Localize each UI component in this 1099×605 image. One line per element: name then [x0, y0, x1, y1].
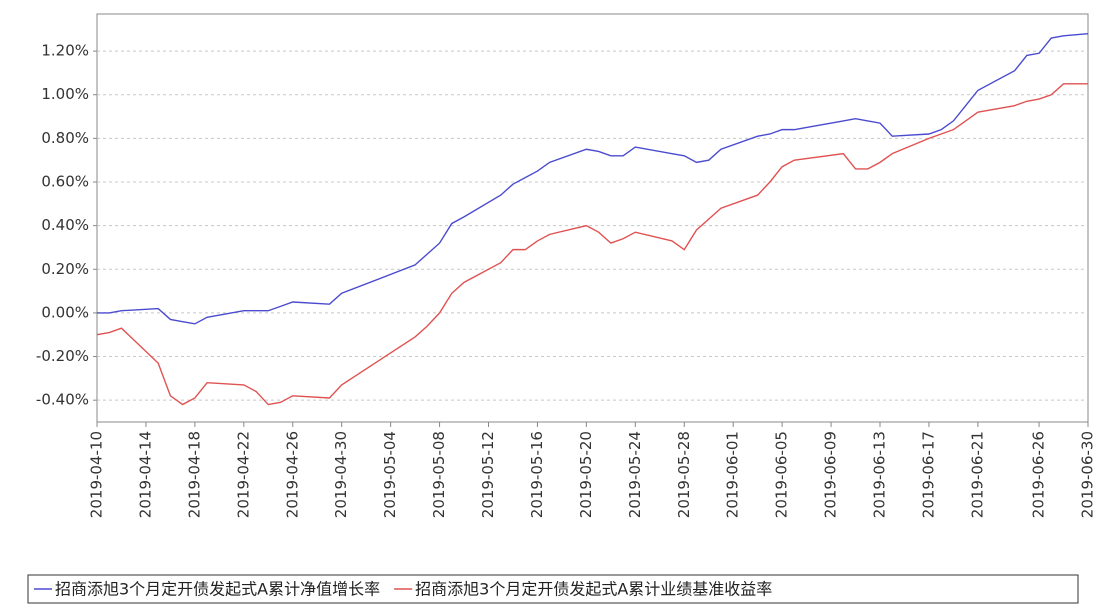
legend-label: 招商添旭3个月定开债发起式A累计净值增长率: [55, 580, 380, 599]
y-tick-label: 0.20%: [41, 260, 89, 278]
x-tick-label: 2019-04-10: [88, 431, 106, 518]
x-tick-label: 2019-05-08: [430, 431, 448, 518]
data-line: [96, 83, 1088, 406]
x-tick-label: 2019-06-21: [968, 431, 986, 518]
y-tick-label: 0.80%: [41, 129, 89, 147]
data-line: [97, 32, 1089, 325]
x-tick-label: 2019-06-01: [724, 431, 742, 518]
x-tick-label: 2019-06-17: [919, 431, 937, 518]
x-tick-label: 2019-04-26: [283, 431, 301, 518]
x-tick-label: 2019-05-20: [577, 431, 595, 518]
plot-frame: [96, 13, 1089, 423]
x-tick-label: 2019-05-04: [381, 431, 399, 518]
y-tick-label: 0.00%: [41, 303, 89, 321]
x-tick-label: 2019-06-13: [871, 431, 889, 518]
x-tick-label: 2019-05-16: [528, 431, 546, 518]
x-tick-label: 2019-04-22: [234, 431, 252, 518]
legend-frame: [27, 574, 1079, 604]
y-tick-label: 1.20%: [41, 42, 89, 60]
y-tick-label: -0.40%: [36, 391, 89, 409]
x-tick-label: 2019-05-24: [626, 431, 644, 518]
y-tick-label: 0.40%: [41, 216, 89, 234]
x-tick-label: 2019-05-12: [479, 431, 497, 518]
y-tick-label: 0.60%: [41, 173, 89, 191]
y-tick-label: -0.20%: [36, 347, 89, 365]
legend-label: 招商添旭3个月定开债发起式A累计业绩基准收益率: [415, 580, 772, 599]
x-tick-label: 2019-05-28: [675, 431, 693, 518]
x-tick-label: 2019-06-09: [822, 431, 840, 518]
x-tick-label: 2019-04-14: [136, 431, 154, 518]
x-tick-label: 2019-04-30: [332, 431, 350, 518]
x-tick-label: 2019-06-05: [773, 431, 791, 518]
y-tick-label: 1.00%: [41, 85, 89, 103]
x-tick-label: 2019-04-18: [185, 431, 203, 518]
x-tick-label: 2019-06-26: [1030, 431, 1048, 518]
x-tick-label: 2019-06-30: [1079, 431, 1097, 518]
